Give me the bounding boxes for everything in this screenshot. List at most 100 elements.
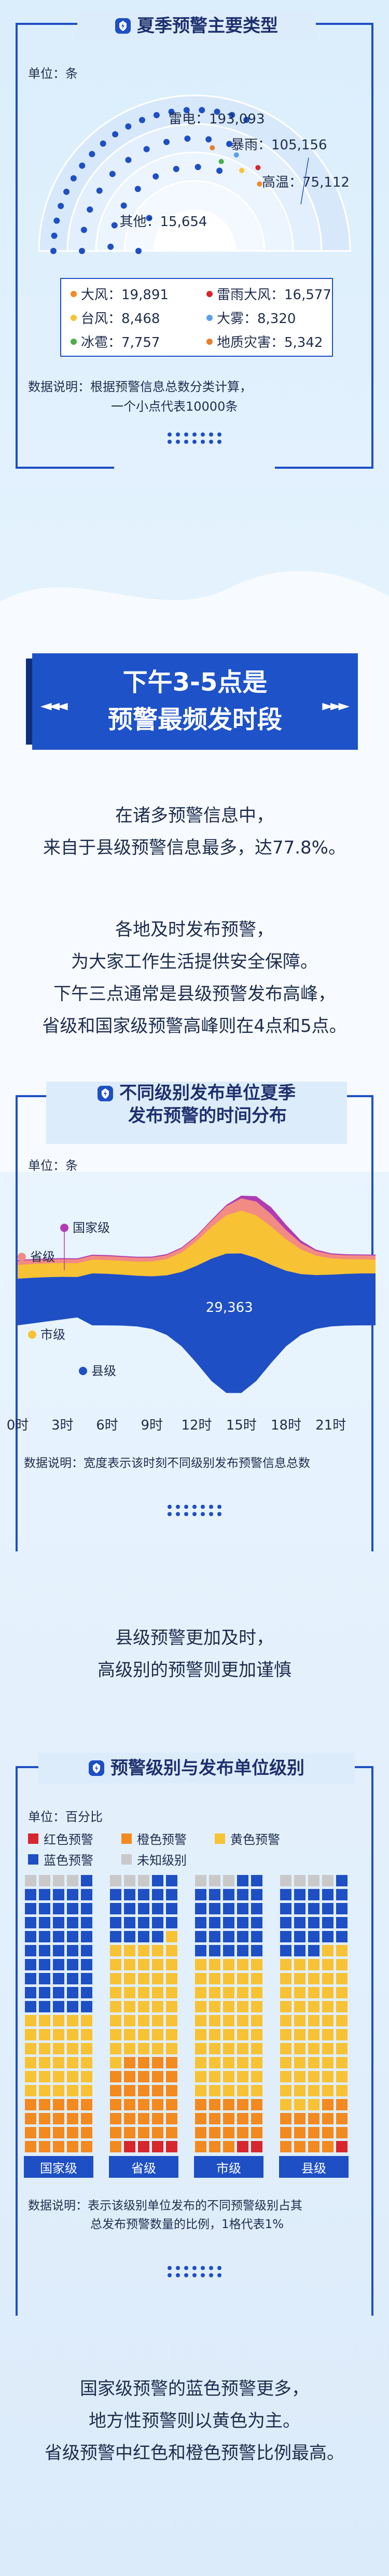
time-title-line-2: 发布预警的时间分布	[128, 1105, 287, 1126]
waffle-cell	[209, 1945, 220, 1956]
waffle-cell	[237, 2001, 248, 2012]
waffle-cell	[336, 1931, 348, 1942]
dot-雷电	[125, 123, 132, 130]
waffle-cell	[294, 1931, 305, 1942]
waffle-cell	[280, 2141, 291, 2152]
peak-label: 29,363	[206, 1300, 253, 1315]
waffle-cell	[110, 2057, 121, 2068]
panel-bottom-left	[16, 467, 114, 469]
legend-dot-国家级	[60, 1224, 68, 1232]
waffle-cell	[166, 2001, 177, 2012]
waffle-cell	[308, 2029, 319, 2040]
waffle-cell	[81, 2015, 92, 2026]
waffle-cell	[322, 2099, 334, 2110]
waffle-cell	[308, 1889, 319, 1900]
waffle-cell	[110, 2015, 121, 2026]
types-note-2: 一个小点代表10000条	[111, 399, 238, 414]
waffle-cell	[280, 2001, 291, 2012]
waffle-cell	[81, 2043, 92, 2054]
waffle-cell	[336, 1917, 348, 1928]
waffle-cell	[223, 1945, 234, 1956]
decor-dot	[217, 432, 221, 437]
waffle-cell	[195, 2141, 206, 2152]
waffle-cell	[138, 1917, 149, 1928]
waffle-cell	[223, 2071, 234, 2082]
time-tick: 12时	[181, 1418, 212, 1433]
waffle-cell	[237, 1903, 248, 1914]
legend-swatch	[71, 338, 77, 345]
waffle-cell	[166, 1959, 177, 1970]
dot-台风	[239, 167, 245, 173]
waffle-cell	[195, 1931, 206, 1942]
waffle-cell	[280, 2099, 291, 2110]
dot-暴雨	[79, 248, 85, 254]
waffle-cell	[25, 1917, 36, 1928]
waffle-cell	[25, 2057, 36, 2068]
waffle-cell	[195, 1889, 206, 1900]
waffle-cell	[152, 2057, 163, 2068]
dot-雷电	[183, 107, 190, 114]
waffle-cell	[53, 1875, 64, 1886]
waffle-cell	[237, 1931, 248, 1942]
legend-text: 蓝色预警	[44, 1853, 93, 1868]
waffle-cell	[294, 2015, 305, 2026]
waffle-cell	[81, 2127, 92, 2138]
waffle-cell	[81, 1875, 92, 1886]
waffle-cell	[25, 2085, 36, 2096]
waffle-cell	[110, 2141, 121, 2152]
waffle-cell	[209, 1931, 220, 1942]
decor-dot	[217, 2273, 221, 2277]
waffle-cell	[195, 1973, 206, 1984]
dot-雷电	[243, 117, 250, 123]
legend-swatch	[206, 290, 213, 297]
legend-label-县级: 县级	[91, 1364, 116, 1378]
waffle-cell	[110, 1987, 121, 1998]
dot-大风	[257, 181, 262, 187]
waffle-cell	[67, 1987, 78, 1998]
waffle-cell	[39, 1931, 50, 1942]
waffle-cell	[308, 2141, 319, 2152]
waffle-cell	[237, 1875, 248, 1886]
decor-dot	[209, 2273, 213, 2277]
waffle-cell	[138, 2113, 149, 2124]
legend-swatch	[121, 1854, 132, 1865]
waffle-cell	[53, 2015, 64, 2026]
waffle-cell	[322, 1917, 334, 1928]
waffle-cell	[124, 2113, 135, 2124]
waffle-cell	[237, 1973, 248, 1984]
time-tick: 0时	[6, 1418, 29, 1433]
waffle-cell	[336, 1987, 348, 1998]
waffle-cell	[138, 1987, 149, 1998]
waffle-cell	[152, 1903, 163, 1914]
legend-text: 橙色预警	[137, 1832, 187, 1847]
waffle-cell	[152, 1945, 163, 1956]
waffle-chart	[25, 1875, 348, 2152]
waffle-cell	[251, 1917, 262, 1928]
dot-雷电	[112, 131, 119, 138]
warning-icon	[89, 1760, 104, 1776]
waffle-cell	[138, 1945, 149, 1956]
waffle-cell	[223, 2001, 234, 2012]
waffle-cell	[25, 2141, 36, 2152]
waffle-cell	[124, 2029, 135, 2040]
waffle-cell	[81, 2085, 92, 2096]
waffle-cell	[39, 2141, 50, 2152]
waffle-cell	[138, 2127, 149, 2138]
decor-dot	[168, 1512, 172, 1516]
waffle-cell	[322, 2057, 334, 2068]
decor-dot	[217, 1512, 221, 1516]
decor-dot	[168, 2266, 172, 2270]
dot-高温	[216, 167, 223, 174]
time-tick: 9时	[141, 1418, 163, 1433]
waffle-cell	[308, 1931, 319, 1942]
waffle-cell	[110, 1931, 121, 1942]
waffle-cell	[336, 1945, 348, 1956]
legend-雷雨大风: 雷雨大风：16,577	[206, 284, 331, 303]
waffle-cell	[39, 2085, 50, 2096]
waffle-cell	[81, 1889, 92, 1900]
legend-swatch	[28, 1833, 38, 1844]
waffle-cell	[223, 2015, 234, 2026]
dot-暴雨	[163, 138, 170, 145]
waffle-cell	[39, 1973, 50, 1984]
